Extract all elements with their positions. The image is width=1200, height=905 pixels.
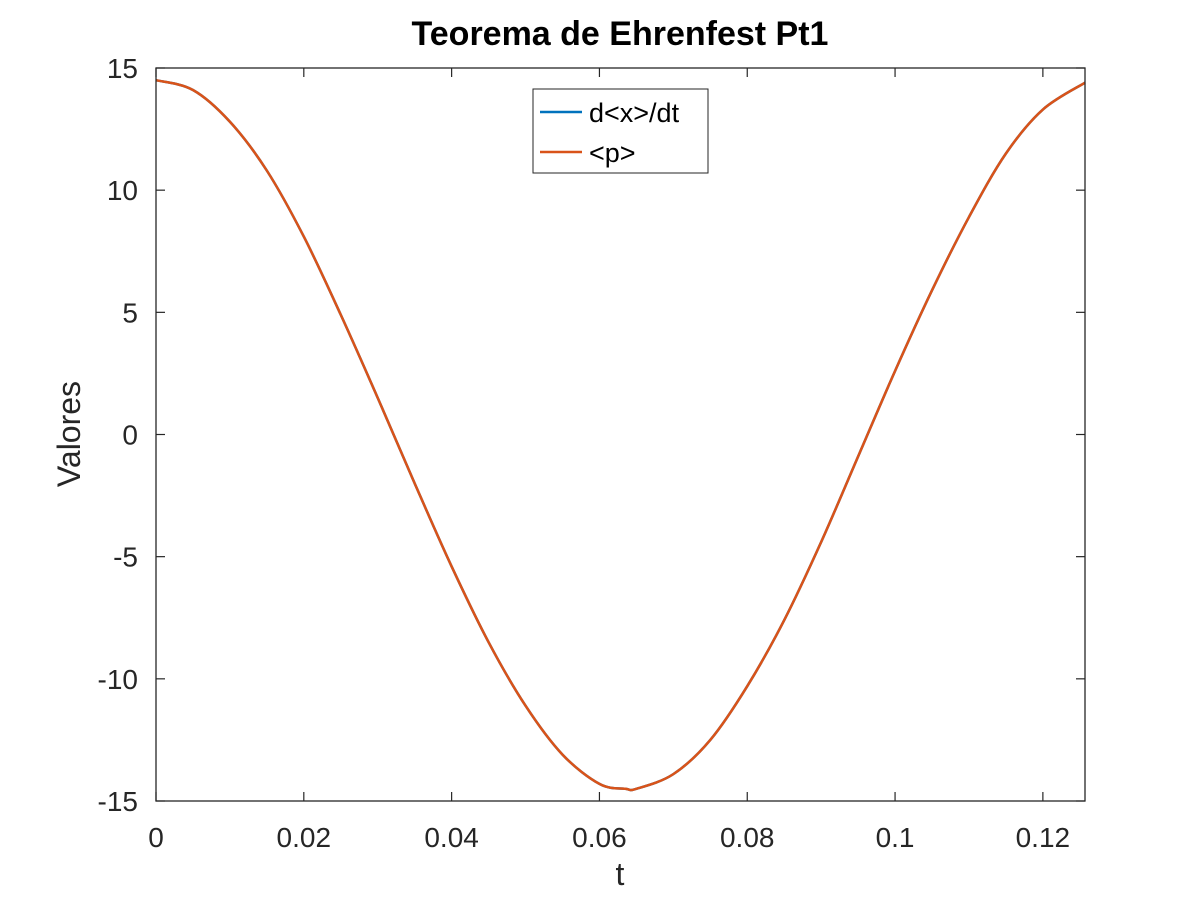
x-tick-label: 0.02 xyxy=(277,822,332,853)
x-tick-label: 0.04 xyxy=(424,822,479,853)
x-axis-label: t xyxy=(616,856,625,892)
series-line-2 xyxy=(155,79,1086,792)
legend-box xyxy=(532,88,709,174)
y-tick-label: -5 xyxy=(113,542,138,573)
y-tick-label: -10 xyxy=(98,664,138,695)
tick-labels: 0 0.02 0.04 0.06 0.08 0.1 0.12 -15 -10 -5 0 5 10 15 xyxy=(98,53,1071,853)
series-lines xyxy=(155,79,1086,792)
y-tick-label: 5 xyxy=(122,297,138,328)
legend-label-series-1: d<x>/dt xyxy=(589,98,680,128)
y-tick-label: 10 xyxy=(107,175,138,206)
plot-background xyxy=(156,68,1085,801)
legend: d<x>/dt <p> xyxy=(532,88,709,174)
y-tick-label: 0 xyxy=(122,420,138,451)
axis-ticks xyxy=(155,67,1085,802)
y-tick-label: -15 xyxy=(98,786,138,817)
x-tick-label: 0.08 xyxy=(720,822,775,853)
x-tick-label: 0.06 xyxy=(572,822,627,853)
legend-label-series-2: <p> xyxy=(589,138,636,168)
plot-frame xyxy=(155,67,1086,802)
y-tick-label: 15 xyxy=(107,53,138,84)
x-tick-label: 0.12 xyxy=(1016,822,1071,853)
y-axis-label: Valores xyxy=(51,381,87,487)
x-tick-label: 0 xyxy=(148,822,164,853)
chart-title: Teorema de Ehrenfest Pt1 xyxy=(412,15,829,53)
x-tick-label: 0.1 xyxy=(876,822,915,853)
